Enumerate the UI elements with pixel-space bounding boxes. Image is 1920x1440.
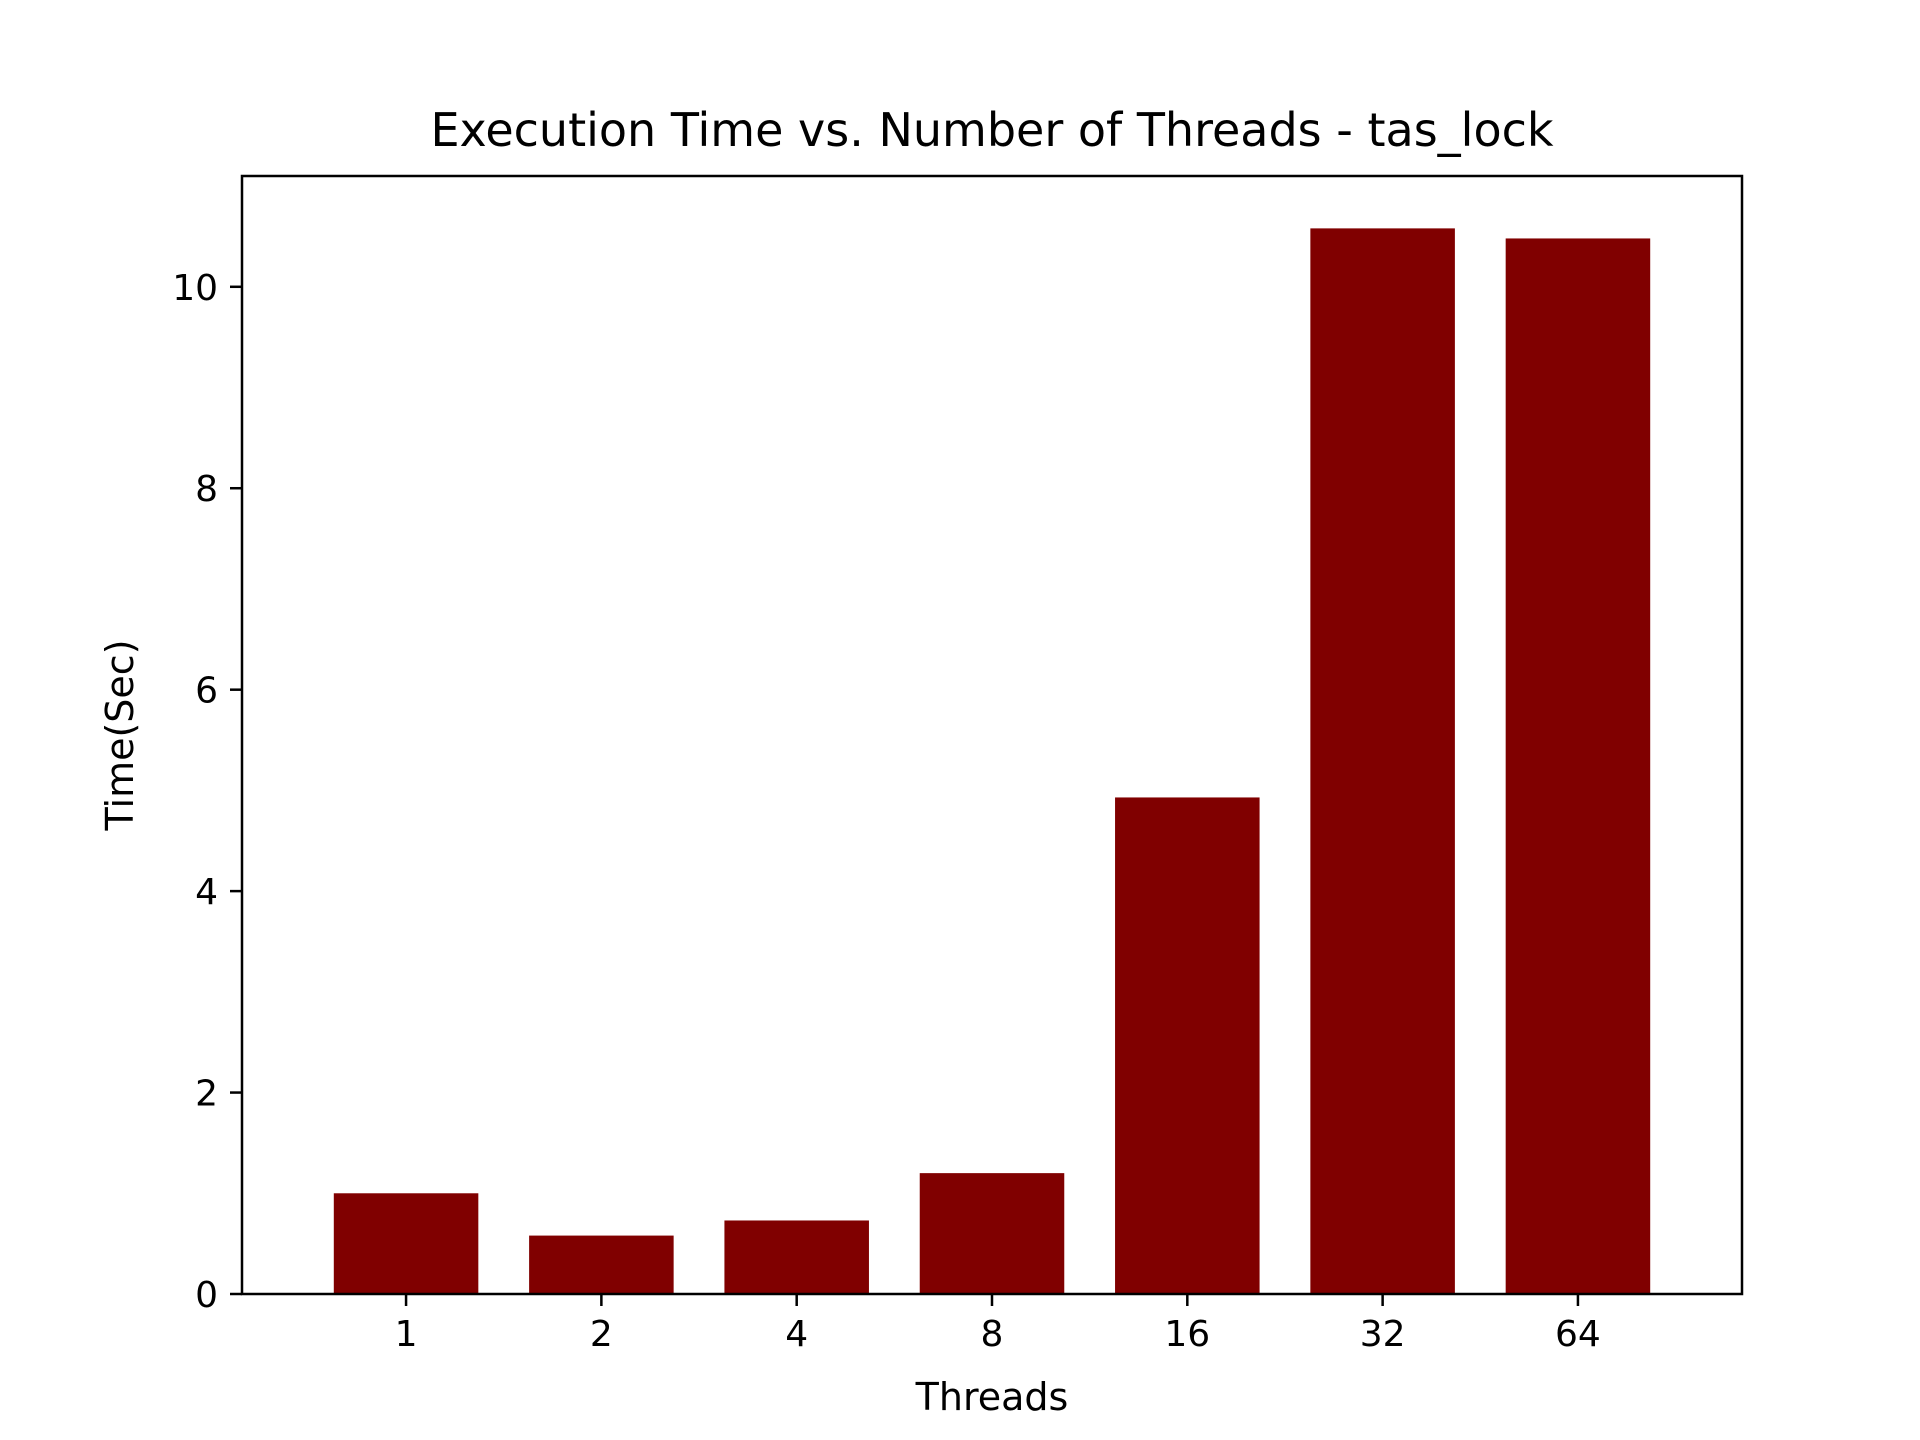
bar-16 xyxy=(1115,797,1260,1294)
x-tick-label-1: 1 xyxy=(395,1314,418,1355)
x-axis: 1 2 4 8 16 32 64 xyxy=(395,1294,1601,1355)
chart-title: Execution Time vs. Number of Threads - t… xyxy=(430,103,1553,157)
y-tick-label-8: 8 xyxy=(195,469,218,510)
y-axis-label: Time(Sec) xyxy=(98,639,142,831)
y-tick-label-6: 6 xyxy=(195,671,218,712)
bar-32 xyxy=(1310,228,1455,1295)
x-tick-label-8: 8 xyxy=(981,1314,1004,1355)
x-tick-label-64: 64 xyxy=(1555,1314,1601,1355)
y-tick-label-2: 2 xyxy=(195,1074,218,1115)
bar-4 xyxy=(724,1220,869,1294)
x-tick-label-16: 16 xyxy=(1164,1314,1210,1355)
x-tick-label-2: 2 xyxy=(590,1314,613,1355)
y-tick-label-0: 0 xyxy=(195,1275,218,1316)
bar-8 xyxy=(919,1173,1065,1294)
x-tick-label-32: 32 xyxy=(1360,1314,1406,1355)
x-axis-label: Threads xyxy=(915,1375,1069,1419)
y-axis: 0 2 4 6 8 10 xyxy=(172,268,242,1316)
x-tick-label-4: 4 xyxy=(785,1314,808,1355)
bar-2 xyxy=(529,1235,674,1294)
y-tick-label-10: 10 xyxy=(172,268,218,309)
bars-group xyxy=(333,228,1651,1295)
y-tick-label-4: 4 xyxy=(195,872,218,913)
bar-1 xyxy=(333,1193,479,1294)
bar-64 xyxy=(1505,238,1651,1294)
